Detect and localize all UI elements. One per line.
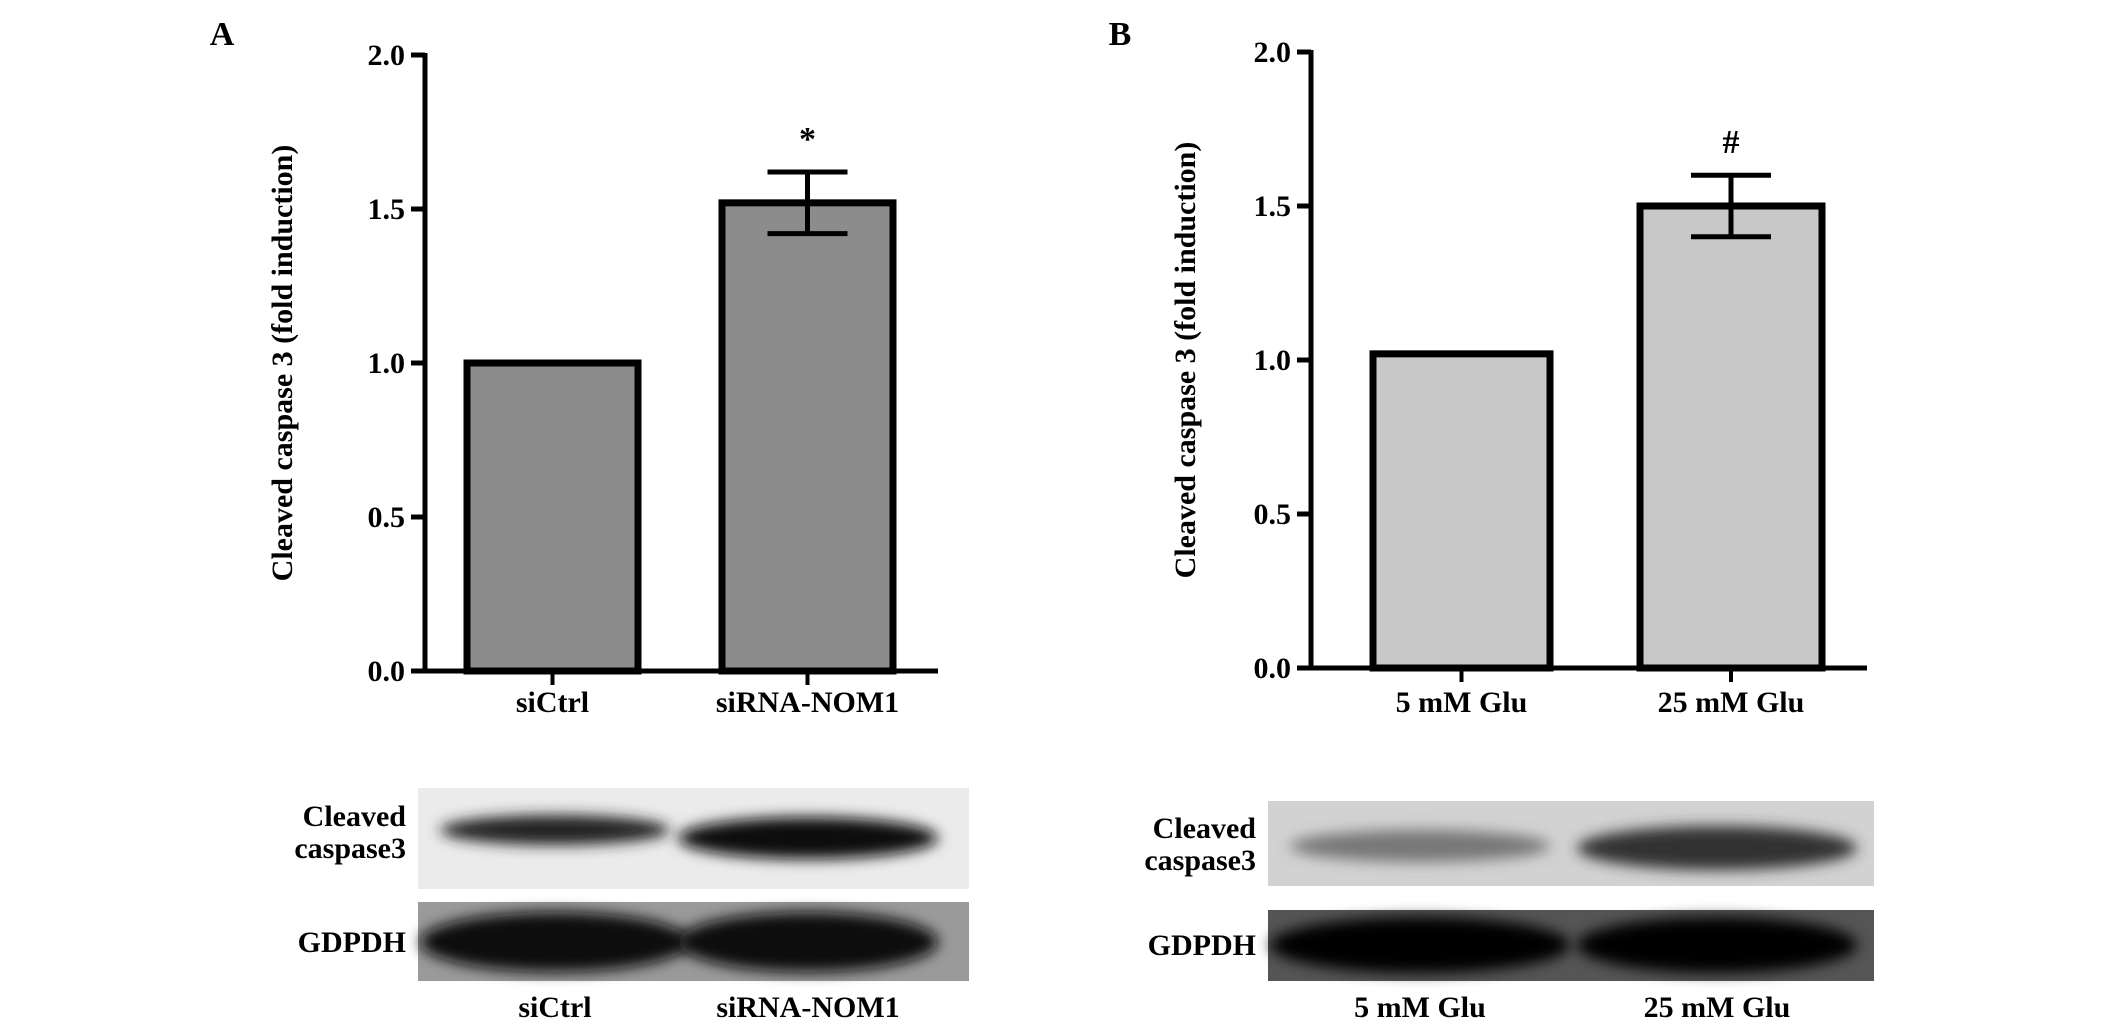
significance-label: #: [1723, 124, 1740, 161]
blot-lane-label: siCtrl: [518, 991, 591, 1024]
y-tick-label: 0.0: [1254, 652, 1292, 685]
band: [678, 912, 938, 972]
band: [1577, 917, 1857, 973]
blot-lane-label: 25 mM Glu: [1644, 991, 1791, 1024]
bar: [1636, 202, 1826, 672]
band: [440, 815, 670, 845]
blot-row-label: GDPDH: [1148, 929, 1256, 962]
y-tick-label: 0.5: [368, 501, 406, 534]
blot-lane-label: siRNA-NOM1: [716, 991, 899, 1024]
y-tick-label: 1.5: [368, 193, 406, 226]
y-tick-label: 1.0: [1254, 344, 1292, 377]
y-axis-label: Cleaved caspase 3 (fold induction): [1169, 142, 1202, 579]
blot-row-label: Cleaved: [1153, 812, 1257, 845]
blot-a: Cleaved caspase3 GDPDH siCtrl siRNA-NOM1: [294, 788, 969, 1024]
y-tick-label: 0.0: [368, 655, 406, 688]
blot-b: Cleaved caspase3 GDPDH 5 mM Glu 25 mM Glu: [1144, 801, 1874, 1024]
y-tick-label: 1.0: [368, 347, 406, 380]
x-tick-label: siCtrl: [516, 686, 589, 719]
band: [1270, 917, 1570, 973]
panel-label: B: [1109, 16, 1132, 53]
band: [420, 912, 690, 972]
y-tick-label: 0.5: [1254, 498, 1292, 531]
x-tick-label: 5 mM Glu: [1396, 686, 1528, 719]
significance-label: *: [799, 121, 816, 158]
panel-label: A: [210, 16, 235, 53]
blot-row-label: Cleaved caspase3: [1144, 812, 1256, 877]
blot-lane-label: 5 mM Glu: [1354, 991, 1486, 1024]
y-tick-label: 1.5: [1254, 190, 1292, 223]
band: [678, 817, 938, 859]
bar: [463, 359, 642, 675]
blot-row-label: GDPDH: [298, 926, 406, 959]
blot-row-label: Cleaved caspase3: [294, 800, 406, 865]
bar: [718, 199, 897, 675]
bar: [1369, 350, 1554, 672]
x-tick-label: 25 mM Glu: [1658, 686, 1805, 719]
band: [1577, 826, 1857, 870]
x-tick-label: siRNA-NOM1: [716, 686, 899, 719]
y-tick-label: 2.0: [368, 39, 406, 72]
band: [1290, 830, 1550, 862]
blot-row-label: Cleaved: [303, 800, 407, 833]
y-tick-label: 2.0: [1254, 36, 1292, 69]
y-axis-label: Cleaved caspase 3 (fold induction): [266, 145, 299, 582]
